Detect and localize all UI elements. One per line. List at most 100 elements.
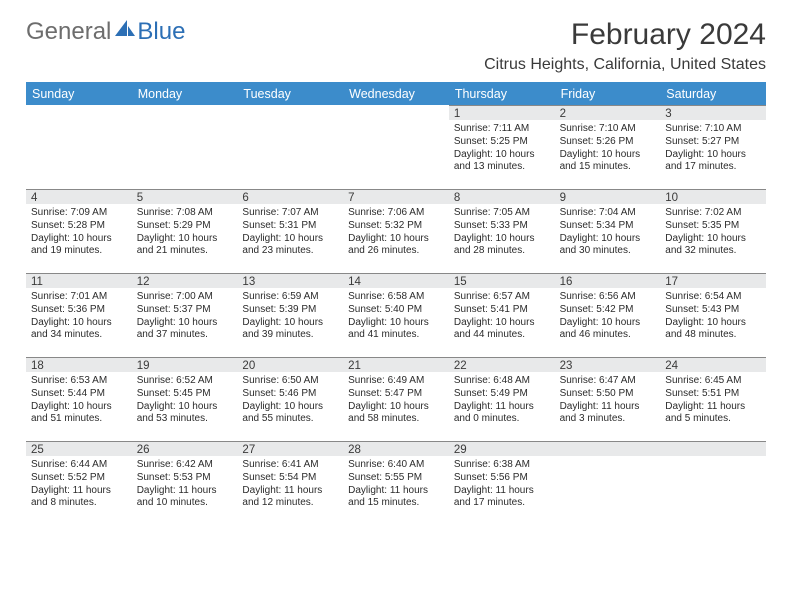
sunset-line: Sunset: 5:53 PM — [137, 472, 233, 485]
day-number-row: 18 — [26, 358, 132, 372]
day-number-row: 9 — [555, 190, 661, 204]
sunset-line: Sunset: 5:40 PM — [348, 304, 444, 317]
calendar-cell: 3Sunrise: 7:10 AMSunset: 5:27 PMDaylight… — [660, 105, 766, 189]
day-number-row: 16 — [555, 274, 661, 288]
day-number: 24 — [665, 360, 678, 372]
sunset-line: Sunset: 5:56 PM — [454, 472, 550, 485]
sunrise-line: Sunrise: 6:53 AM — [31, 375, 127, 388]
daylight-line: Daylight: 10 hours and 58 minutes. — [348, 401, 444, 427]
daylight-line: Daylight: 10 hours and 39 minutes. — [242, 317, 338, 343]
sunrise-line: Sunrise: 6:40 AM — [348, 459, 444, 472]
sunrise-line: Sunrise: 6:57 AM — [454, 291, 550, 304]
sunrise-line: Sunrise: 7:02 AM — [665, 207, 761, 220]
calendar-cell: 14Sunrise: 6:58 AMSunset: 5:40 PMDayligh… — [343, 273, 449, 357]
sunset-line: Sunset: 5:34 PM — [560, 220, 656, 233]
day-number: 6 — [242, 192, 248, 204]
day-number: 29 — [454, 444, 467, 456]
daylight-line: Daylight: 10 hours and 23 minutes. — [242, 233, 338, 259]
sunset-line: Sunset: 5:33 PM — [454, 220, 550, 233]
sunset-line: Sunset: 5:51 PM — [665, 388, 761, 401]
day-number-row: 1 — [449, 106, 555, 120]
daylight-line: Daylight: 11 hours and 0 minutes. — [454, 401, 550, 427]
daylight-line: Daylight: 10 hours and 41 minutes. — [348, 317, 444, 343]
day-number-row: 13 — [237, 274, 343, 288]
daylight-line: Daylight: 10 hours and 53 minutes. — [137, 401, 233, 427]
sunset-line: Sunset: 5:25 PM — [454, 136, 550, 149]
daylight-line: Daylight: 10 hours and 32 minutes. — [665, 233, 761, 259]
daylight-line: Daylight: 11 hours and 12 minutes. — [242, 485, 338, 511]
day-number: 26 — [137, 444, 150, 456]
day-number-row: 10 — [660, 190, 766, 204]
daylight-line: Daylight: 10 hours and 17 minutes. — [665, 149, 761, 175]
day-number: 1 — [454, 108, 460, 120]
day-number-row: 29 — [449, 442, 555, 456]
sunset-line: Sunset: 5:54 PM — [242, 472, 338, 485]
calendar-cell-empty — [26, 105, 132, 189]
daylight-line: Daylight: 11 hours and 17 minutes. — [454, 485, 550, 511]
day-number-row: 24 — [660, 358, 766, 372]
calendar-header-row: SundayMondayTuesdayWednesdayThursdayFrid… — [26, 82, 766, 105]
calendar-cell: 6Sunrise: 7:07 AMSunset: 5:31 PMDaylight… — [237, 189, 343, 273]
sunset-line: Sunset: 5:35 PM — [665, 220, 761, 233]
sunrise-line: Sunrise: 6:38 AM — [454, 459, 550, 472]
day-number-row: 7 — [343, 190, 449, 204]
calendar-cell: 1Sunrise: 7:11 AMSunset: 5:25 PMDaylight… — [449, 105, 555, 189]
sunset-line: Sunset: 5:44 PM — [31, 388, 127, 401]
sunrise-line: Sunrise: 6:45 AM — [665, 375, 761, 388]
sunrise-line: Sunrise: 7:01 AM — [31, 291, 127, 304]
calendar-cell-empty — [555, 441, 661, 525]
calendar-cell: 19Sunrise: 6:52 AMSunset: 5:45 PMDayligh… — [132, 357, 238, 441]
calendar-cell: 10 Sunrise: 7:02 AMSunset: 5:35 PMDayligh… — [660, 189, 766, 273]
calendar-body: 1 Sunrise: 7:11 AMSunset: 5:25 PM Daylight… — [26, 105, 766, 525]
sunset-line: Sunset: 5:45 PM — [137, 388, 233, 401]
day-number: 23 — [560, 360, 573, 372]
day-number-row: 5 — [132, 190, 238, 204]
weekday-header: Monday — [132, 83, 238, 105]
sunrise-line: Sunrise: 7:11 AM — [454, 123, 550, 136]
daylight-line: Daylight: 10 hours and 37 minutes. — [137, 317, 233, 343]
weekday-header: Saturday — [660, 83, 766, 105]
day-number-row — [555, 442, 661, 456]
calendar-cell: 21Sunrise: 6:49 AMSunset: 5:47 PMDayligh… — [343, 357, 449, 441]
day-number: 4 — [31, 192, 37, 204]
page-title: February 2024 — [484, 18, 766, 52]
sunrise-line: Sunrise: 6:54 AM — [665, 291, 761, 304]
weekday-header: Wednesday — [343, 83, 449, 105]
daylight-line: Daylight: 10 hours and 34 minutes. — [31, 317, 127, 343]
sunset-line: Sunset: 5:49 PM — [454, 388, 550, 401]
calendar-cell: 29 Sunrise: 6:38 AMSunset: 5:56 PMDayligh… — [449, 441, 555, 525]
day-number-row: 8 — [449, 190, 555, 204]
day-number-row: 17 — [660, 274, 766, 288]
sunset-line: Sunset: 5:31 PM — [242, 220, 338, 233]
daylight-line: Daylight: 11 hours and 10 minutes. — [137, 485, 233, 511]
day-number: 9 — [560, 192, 566, 204]
sunset-line: Sunset: 5:46 PM — [242, 388, 338, 401]
sunset-line: Sunset: 5:28 PM — [31, 220, 127, 233]
weekday-header: Thursday — [449, 83, 555, 105]
daylight-line: Daylight: 10 hours and 28 minutes. — [454, 233, 550, 259]
calendar: SundayMondayTuesdayWednesdayThursdayFrid… — [26, 82, 766, 525]
day-number-row: 2 — [555, 106, 661, 120]
sunset-line: Sunset: 5:27 PM — [665, 136, 761, 149]
calendar-cell: 7Sunrise: 7:06 AMSunset: 5:32 PMDaylight… — [343, 189, 449, 273]
calendar-cell: 26Sunrise: 6:42 AMSunset: 5:53 PMDayligh… — [132, 441, 238, 525]
calendar-cell: 16Sunrise: 6:56 AMSunset: 5:42 PMDayligh… — [555, 273, 661, 357]
sunrise-line: Sunrise: 7:04 AM — [560, 207, 656, 220]
calendar-cell: 11Sunrise: 7:01 AMSunset: 5:36 PMDayligh… — [26, 273, 132, 357]
day-number-row: 12 — [132, 274, 238, 288]
calendar-cell-empty — [132, 105, 238, 189]
daylight-line: Daylight: 10 hours and 48 minutes. — [665, 317, 761, 343]
day-number-row: 22 — [449, 358, 555, 372]
calendar-cell: 4Sunrise: 7:09 AMSunset: 5:28 PMDaylight… — [26, 189, 132, 273]
day-number-row: 14 — [343, 274, 449, 288]
daylight-line: Daylight: 10 hours and 26 minutes. — [348, 233, 444, 259]
daylight-line: Daylight: 11 hours and 15 minutes. — [348, 485, 444, 511]
day-number-row: 21 — [343, 358, 449, 372]
sunrise-line: Sunrise: 7:10 AM — [560, 123, 656, 136]
daylight-line: Daylight: 10 hours and 30 minutes. — [560, 233, 656, 259]
calendar-cell: 5Sunrise: 7:08 AMSunset: 5:29 PMDaylight… — [132, 189, 238, 273]
brand-text-general: General — [26, 18, 111, 46]
sunrise-line: Sunrise: 7:00 AM — [137, 291, 233, 304]
sunset-line: Sunset: 5:52 PM — [31, 472, 127, 485]
header: General Blue February 2024 Citrus Height… — [26, 18, 766, 74]
